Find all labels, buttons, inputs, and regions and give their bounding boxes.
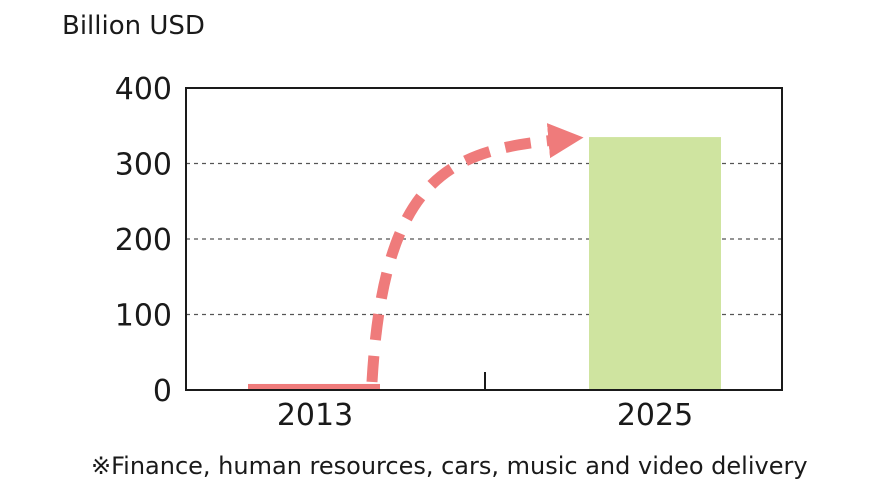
y-axis-label: Billion USD [62,11,205,41]
y-tick-label-300: 300 [115,148,172,183]
footnote: ※Finance, human resources, cars, music a… [91,452,808,480]
bar-2025 [589,137,721,390]
y-tick-label-200: 200 [115,223,172,258]
x-tick-label-2013: 2013 [277,398,353,433]
growth-arrow [366,123,584,383]
x-tick-label-2025: 2025 [617,398,693,433]
y-tick-label-400: 400 [115,72,172,107]
bar-2013 [248,383,380,390]
bars [248,137,721,390]
y-tick-labels: 0 100 200 300 400 [115,72,172,409]
y-tick-label-100: 100 [115,299,172,334]
y-tick-label-0: 0 [153,374,172,409]
